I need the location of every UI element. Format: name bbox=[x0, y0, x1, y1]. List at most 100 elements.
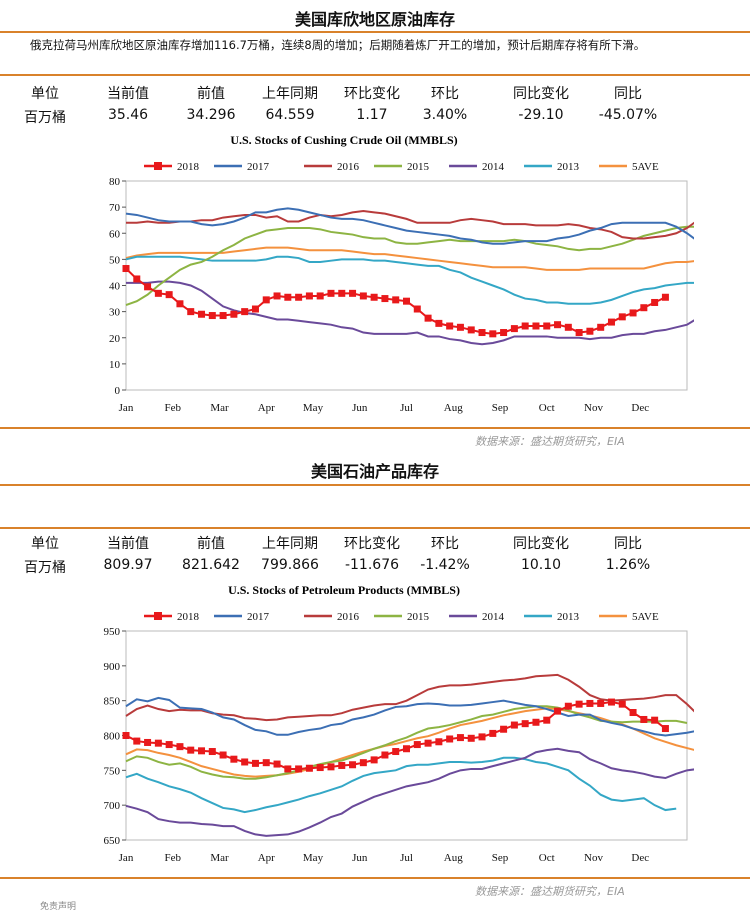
point-2018 bbox=[187, 746, 195, 754]
stat-header-7: 同比 bbox=[614, 86, 642, 102]
point-2018 bbox=[564, 323, 572, 331]
stat-header-6: 同比变化 bbox=[513, 536, 569, 552]
point-2018 bbox=[154, 739, 162, 747]
x-tick-label: Nov bbox=[584, 852, 603, 864]
point-2018 bbox=[133, 737, 141, 745]
point-2018 bbox=[521, 720, 529, 728]
stat-value-0: 百万桶 bbox=[24, 560, 66, 576]
point-2018 bbox=[456, 734, 464, 742]
point-2018 bbox=[295, 765, 303, 773]
series-line-2017 bbox=[125, 207, 731, 260]
divider bbox=[0, 31, 750, 33]
point-2018 bbox=[629, 709, 637, 717]
point-2018 bbox=[349, 289, 357, 297]
y-tick-label: 50 bbox=[109, 254, 121, 266]
legend-label-2017: 2017 bbox=[247, 611, 270, 623]
x-tick-label: Aug bbox=[444, 852, 463, 864]
point-2018 bbox=[478, 733, 486, 741]
y-tick-label: 0 bbox=[115, 385, 121, 397]
point-2018 bbox=[349, 761, 357, 769]
point-2018 bbox=[262, 296, 270, 304]
point-2018 bbox=[521, 322, 529, 330]
point-2018 bbox=[403, 745, 410, 753]
section1-paragraph: 俄克拉荷马州库欣地区原油库存增加116.7万桶，连续8周的增加；后期随着炼厂开工… bbox=[30, 38, 646, 52]
point-2018 bbox=[597, 323, 605, 331]
point-2018 bbox=[489, 330, 497, 338]
legend-label-2014: 2014 bbox=[482, 161, 505, 173]
x-tick-label: May bbox=[303, 402, 324, 414]
point-2018 bbox=[586, 327, 594, 335]
point-2018 bbox=[327, 763, 335, 771]
point-2018 bbox=[554, 321, 562, 329]
point-2018 bbox=[381, 295, 389, 303]
section1-title: 美国库欣地区原油库存 bbox=[294, 10, 455, 29]
legend-label-2013: 2013 bbox=[557, 161, 580, 173]
stat-value-3: 799.866 bbox=[261, 557, 319, 573]
point-2018 bbox=[392, 296, 400, 304]
legend-marker bbox=[154, 612, 162, 620]
x-tick-label: Apr bbox=[258, 852, 275, 864]
point-2018 bbox=[629, 309, 637, 317]
source-note: 数据来源：盛达期货研究，EIA bbox=[475, 885, 625, 898]
section2-chart: U.S. Stocks of Petroleum Products (MMBLS… bbox=[4, 578, 731, 872]
series-line-5AVE bbox=[125, 246, 731, 271]
point-2018 bbox=[241, 308, 249, 316]
x-tick-label: Aug bbox=[444, 402, 463, 414]
x-tick-label: Jul bbox=[400, 402, 413, 414]
point-2018 bbox=[295, 293, 303, 301]
chart-title: U.S. Stocks of Petroleum Products (MMBLS… bbox=[228, 583, 460, 597]
point-2018 bbox=[370, 293, 378, 301]
y-tick-label: 60 bbox=[109, 228, 121, 240]
divider bbox=[0, 484, 750, 486]
x-tick-label: Oct bbox=[539, 852, 555, 864]
point-2018 bbox=[618, 700, 626, 708]
point-2018 bbox=[510, 721, 518, 729]
x-tick-label: Sep bbox=[492, 852, 509, 864]
point-2018 bbox=[273, 292, 281, 300]
x-tick-label: Feb bbox=[165, 402, 182, 414]
y-tick-label: 850 bbox=[104, 696, 121, 708]
point-2018 bbox=[187, 308, 195, 316]
stat-value-4: 1.17 bbox=[356, 107, 388, 123]
point-2018 bbox=[219, 312, 227, 320]
legend-label-2017: 2017 bbox=[247, 161, 270, 173]
point-2018 bbox=[554, 707, 562, 715]
stat-value-5: 3.40% bbox=[422, 107, 468, 123]
point-2018 bbox=[413, 741, 421, 749]
legend-label-2014: 2014 bbox=[482, 611, 505, 623]
point-2018 bbox=[597, 699, 605, 707]
divider bbox=[0, 877, 750, 879]
x-tick-label: Jul bbox=[400, 852, 413, 864]
point-2018 bbox=[564, 702, 572, 710]
point-2018 bbox=[543, 322, 551, 330]
point-2018 bbox=[575, 329, 583, 337]
point-2018 bbox=[230, 310, 238, 318]
point-2018 bbox=[446, 322, 454, 330]
stat-header-5: 环比 bbox=[431, 536, 459, 552]
point-2018 bbox=[575, 700, 583, 708]
stat-header-3: 上年同期 bbox=[262, 86, 318, 102]
cushing-chart-svg: U.S. Stocks of Cushing Crude Oil (MMBLS)… bbox=[109, 133, 741, 414]
x-tick-label: Feb bbox=[165, 852, 182, 864]
series-line-2015 bbox=[125, 225, 698, 307]
legend-label-2018: 2018 bbox=[177, 161, 200, 173]
source-note: 数据来源：盛达期货研究，EIA bbox=[475, 435, 625, 448]
point-2018 bbox=[543, 716, 551, 724]
point-2018 bbox=[338, 761, 346, 769]
point-2018 bbox=[122, 265, 130, 273]
y-tick-label: 750 bbox=[104, 765, 121, 777]
point-2018 bbox=[305, 764, 313, 772]
legend-label-2013: 2013 bbox=[557, 611, 580, 623]
point-2018 bbox=[219, 751, 227, 759]
x-tick-label: Sep bbox=[492, 402, 509, 414]
x-tick-label: Oct bbox=[539, 402, 555, 414]
stat-value-2: 821.642 bbox=[182, 557, 240, 573]
x-tick-label: Jun bbox=[352, 852, 368, 864]
point-2018 bbox=[510, 325, 518, 333]
point-2018 bbox=[435, 738, 443, 746]
legend-marker bbox=[154, 162, 162, 170]
point-2018 bbox=[284, 293, 292, 301]
point-2018 bbox=[424, 739, 432, 747]
stat-value-6: -29.10 bbox=[518, 107, 564, 123]
point-2018 bbox=[338, 289, 346, 297]
